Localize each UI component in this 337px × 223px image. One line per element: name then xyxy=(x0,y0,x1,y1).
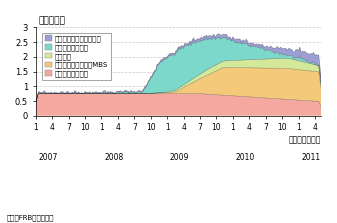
Text: 2008: 2008 xyxy=(104,153,123,162)
Text: 資料：FRBから作成。: 資料：FRBから作成。 xyxy=(7,214,54,221)
Legend: 信用市場への流動性供給, 金融機関への融資, 長期国債, エージェンシー債・MBS, 伝統的な証券保有: 信用市場への流動性供給, 金融機関への融資, 長期国債, エージェンシー債・MB… xyxy=(42,33,111,80)
Text: 2009: 2009 xyxy=(170,153,189,162)
Text: （年月、週次）: （年月、週次） xyxy=(289,135,321,144)
Text: （兆ドル）: （兆ドル） xyxy=(39,17,65,26)
Text: 2011: 2011 xyxy=(301,153,320,162)
Text: 2010: 2010 xyxy=(236,153,255,162)
Text: 2007: 2007 xyxy=(38,153,58,162)
